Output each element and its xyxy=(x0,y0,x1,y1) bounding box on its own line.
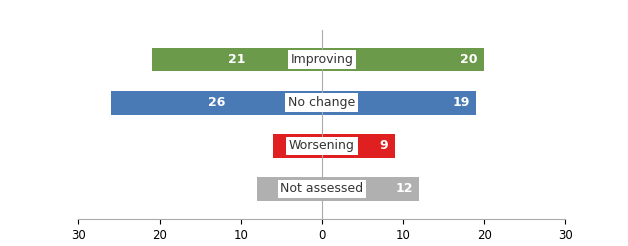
Text: 21: 21 xyxy=(228,53,246,66)
Text: 6: 6 xyxy=(293,139,302,152)
Text: 8: 8 xyxy=(285,182,294,195)
Text: 26: 26 xyxy=(208,96,225,109)
Text: 9: 9 xyxy=(380,139,388,152)
Bar xyxy=(273,134,322,158)
Text: Improving: Improving xyxy=(290,53,354,66)
Bar xyxy=(322,177,420,201)
Bar xyxy=(322,91,476,115)
Text: Not assessed: Not assessed xyxy=(280,182,364,195)
Bar xyxy=(111,91,322,115)
Bar xyxy=(322,48,484,72)
Bar xyxy=(151,48,322,72)
Text: 19: 19 xyxy=(452,96,470,109)
Text: Worsening: Worsening xyxy=(289,139,355,152)
Text: 12: 12 xyxy=(395,182,413,195)
Bar xyxy=(322,134,395,158)
Text: 20: 20 xyxy=(460,53,478,66)
Text: No change: No change xyxy=(288,96,355,109)
Bar xyxy=(257,177,322,201)
